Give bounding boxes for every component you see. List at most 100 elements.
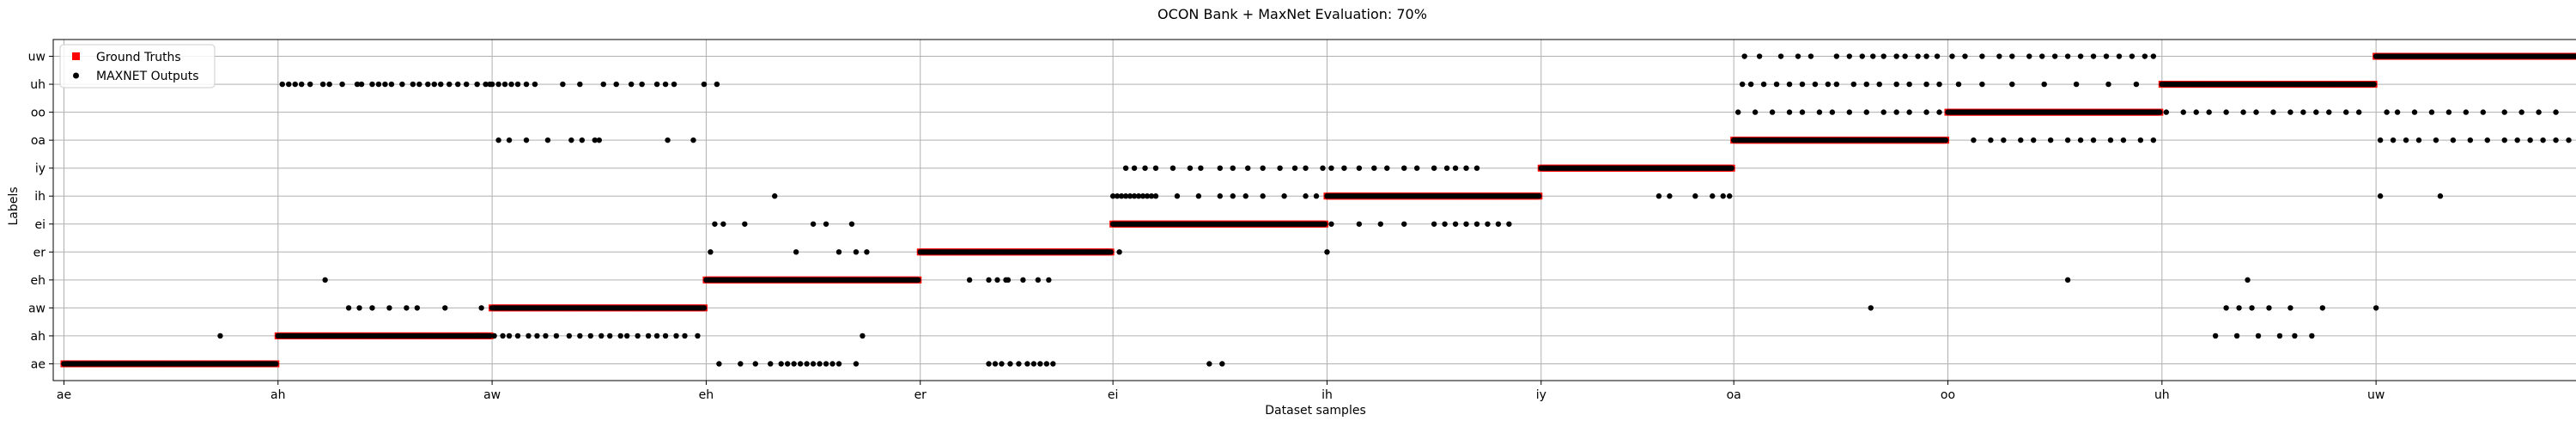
grid-layer bbox=[53, 40, 2576, 381]
maxnet-output-point bbox=[1291, 165, 1298, 171]
maxnet-output-point bbox=[986, 361, 992, 367]
maxnet-output-point bbox=[416, 81, 422, 88]
maxnet-output-point bbox=[2309, 332, 2315, 339]
maxnet-output-point bbox=[653, 81, 660, 88]
maxnet-output-point bbox=[617, 332, 623, 339]
maxnet-output-point bbox=[1988, 137, 1994, 143]
maxnet-output-point bbox=[1979, 53, 1985, 59]
maxnet-output-point bbox=[864, 249, 870, 255]
maxnet-output-point bbox=[810, 221, 817, 227]
maxnet-output-point bbox=[1401, 165, 1407, 171]
maxnet-output-point bbox=[768, 361, 774, 367]
maxnet-output-point bbox=[375, 81, 382, 88]
maxnet-output-point bbox=[1656, 193, 1662, 199]
maxnet-output-point bbox=[2371, 81, 2377, 88]
maxnet-output-point bbox=[1893, 81, 1899, 88]
maxnet-output-point bbox=[1152, 165, 1159, 171]
maxnet-output-point bbox=[600, 81, 606, 88]
maxnet-output-point bbox=[2415, 137, 2422, 143]
maxnet-output-point bbox=[1144, 193, 1151, 199]
maxnet-output-point bbox=[823, 221, 829, 227]
maxnet-output-point bbox=[1752, 109, 1759, 115]
maxnet-output-point bbox=[1915, 53, 1921, 59]
maxnet-output-point bbox=[1206, 361, 1212, 367]
maxnet-output-point bbox=[2051, 53, 2058, 59]
maxnet-output-point bbox=[2518, 109, 2524, 115]
maxnet-output-point bbox=[506, 137, 513, 143]
maxnet-output-point bbox=[2300, 109, 2306, 115]
maxnet-output-point bbox=[553, 332, 560, 339]
maxnet-output-point bbox=[1109, 193, 1116, 199]
maxnet-output-point bbox=[596, 137, 602, 143]
maxnet-output-point bbox=[2064, 53, 2071, 59]
maxnet-output-point bbox=[1442, 221, 1448, 227]
maxnet-output-point bbox=[1139, 193, 1146, 199]
maxnet-output-point bbox=[2236, 305, 2242, 311]
maxnet-output-point bbox=[1384, 165, 1390, 171]
maxnet-output-point bbox=[1320, 165, 1326, 171]
maxnet-output-point bbox=[784, 361, 791, 367]
maxnet-output-point bbox=[1303, 165, 1309, 171]
maxnet-output-point bbox=[1735, 109, 1741, 115]
maxnet-output-point bbox=[1902, 53, 1908, 59]
maxnet-output-point bbox=[2018, 137, 2024, 143]
maxnet-output-point bbox=[1020, 277, 1026, 284]
maxnet-output-point bbox=[2553, 109, 2559, 115]
maxnet-output-point bbox=[579, 137, 586, 143]
maxnet-output-point bbox=[1328, 165, 1334, 171]
maxnet-output-point bbox=[1431, 221, 1437, 227]
maxnet-output-point bbox=[1863, 109, 1869, 115]
maxnet-output-point bbox=[514, 332, 521, 339]
legend: Ground Truths MAXNET Outputs bbox=[59, 44, 216, 88]
maxnet-output-point bbox=[1812, 81, 1819, 88]
maxnet-output-point bbox=[2240, 109, 2246, 115]
maxnet-output-point bbox=[1303, 193, 1309, 199]
maxnet-output-point bbox=[2326, 109, 2332, 115]
maxnet-output-point bbox=[1007, 361, 1013, 367]
maxnet-output-point bbox=[1906, 81, 1912, 88]
x-tick-label: ei bbox=[1108, 388, 1119, 402]
maxnet-output-point bbox=[1923, 109, 1929, 115]
maxnet-output-point bbox=[1923, 81, 1929, 88]
maxnet-output-point bbox=[829, 361, 835, 367]
maxnet-output-point bbox=[2319, 305, 2326, 311]
maxnet-output-point bbox=[1816, 109, 1823, 115]
maxnet-output-point bbox=[1046, 277, 1052, 284]
x-tick-label: ah bbox=[270, 388, 285, 402]
maxnet-output-point bbox=[1906, 109, 1912, 115]
maxnet-output-point bbox=[2501, 109, 2507, 115]
maxnet-output-point bbox=[994, 277, 1000, 284]
maxnet-output-point bbox=[544, 137, 551, 143]
maxnet-output-point bbox=[1217, 165, 1224, 171]
maxnet-output-point bbox=[665, 137, 671, 143]
maxnet-output-point bbox=[1035, 277, 1042, 284]
maxnet-output-point bbox=[506, 332, 513, 339]
maxnet-output-point bbox=[358, 81, 365, 88]
maxnet-output-point bbox=[2343, 109, 2349, 115]
maxnet-output-point bbox=[1934, 53, 1941, 59]
maxnet-output-point bbox=[2266, 305, 2272, 311]
maxnet-output-point bbox=[835, 249, 842, 255]
maxnet-output-point bbox=[1710, 193, 1716, 199]
maxnet-output-point bbox=[1747, 81, 1754, 88]
maxnet-output-point bbox=[690, 137, 696, 143]
maxnet-output-point bbox=[2137, 137, 2144, 143]
maxnet-output-point bbox=[714, 81, 720, 88]
maxnet-output-point bbox=[662, 332, 669, 339]
maxnet-output-point bbox=[1043, 361, 1050, 367]
maxnet-output-point bbox=[2064, 137, 2071, 143]
maxnet-output-point bbox=[1377, 221, 1383, 227]
maxnet-output-point bbox=[1356, 221, 1363, 227]
y-tick-label: ei bbox=[34, 218, 46, 232]
maxnet-output-point bbox=[2133, 81, 2140, 88]
maxnet-output-point bbox=[1829, 109, 1836, 115]
maxnet-output-point bbox=[2445, 109, 2452, 115]
y-tick-label: uw bbox=[28, 51, 46, 64]
maxnet-output-point bbox=[2527, 137, 2533, 143]
maxnet-output-point bbox=[339, 81, 345, 88]
maxnet-output-point bbox=[2377, 137, 2384, 143]
maxnet-output-point bbox=[2313, 109, 2319, 115]
maxnet-output-point bbox=[322, 277, 328, 284]
maxnet-output-point bbox=[853, 249, 860, 255]
